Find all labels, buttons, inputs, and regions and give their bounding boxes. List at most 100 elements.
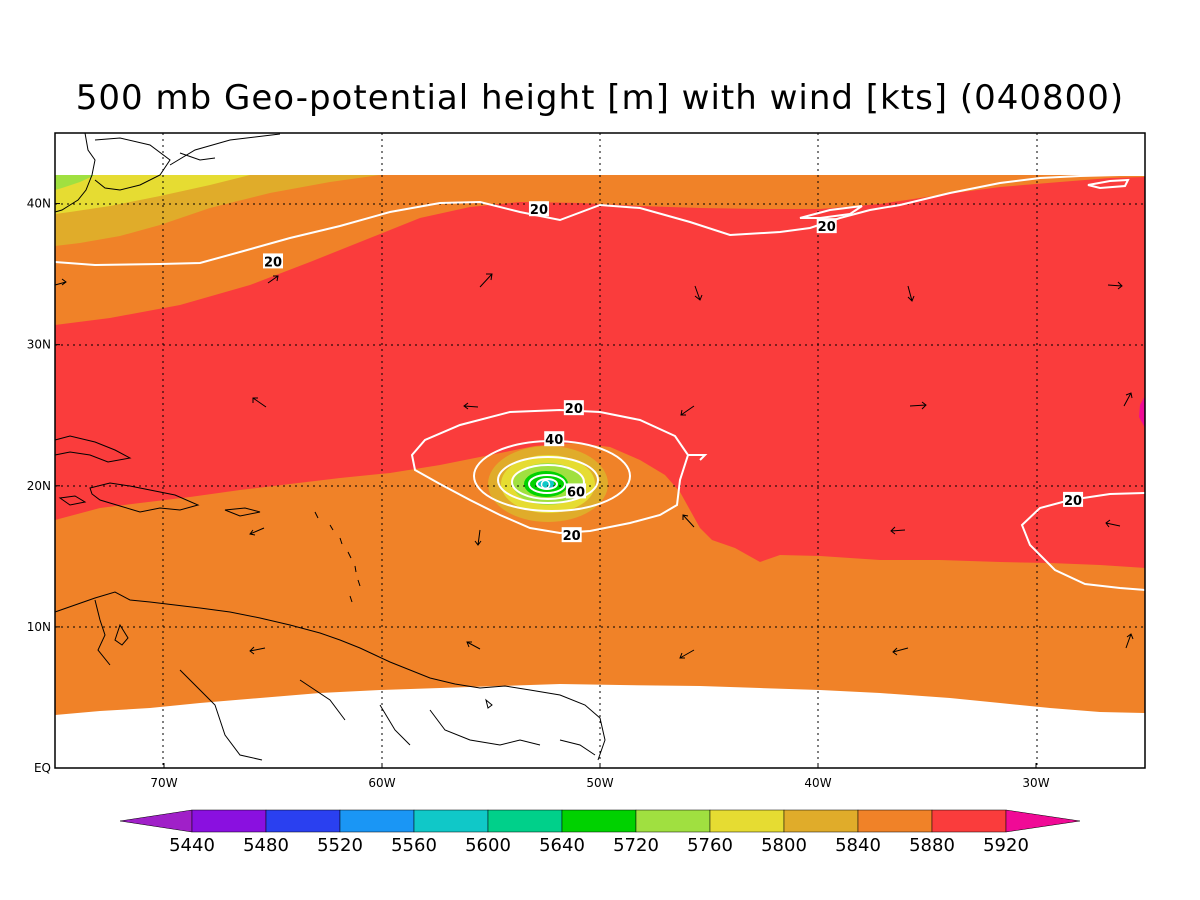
contour-label: 20 xyxy=(1064,494,1082,509)
wind-arrow xyxy=(907,285,915,302)
contour-label-bg xyxy=(566,483,587,499)
lat-tick-label: EQ xyxy=(34,761,51,775)
colorbar-bin xyxy=(857,809,933,833)
wind-contour-20kt-storm-spur xyxy=(688,454,708,461)
colorbar-bin xyxy=(561,809,637,833)
contour-label-bg xyxy=(263,253,283,269)
colorbar-label: 5480 xyxy=(243,835,289,856)
contour-label-bg xyxy=(528,201,549,217)
wind-arrow xyxy=(1123,392,1133,407)
coast-north-america xyxy=(54,132,281,213)
wind-arrow xyxy=(909,401,927,410)
wind-contour-60kt-outer xyxy=(497,456,599,504)
colorbar-label: 5640 xyxy=(539,835,585,856)
wind-arrow xyxy=(890,526,906,535)
lat-tick-label: 40N xyxy=(27,197,51,211)
wind-arrow xyxy=(682,514,695,528)
wind-arrow xyxy=(474,529,482,546)
wind-contour-labels: 20 20 20 20 40 60 20 20 xyxy=(263,201,1084,544)
wind-contour-core-2 xyxy=(536,478,558,490)
contour-label-bg xyxy=(1063,491,1084,507)
colorbar: 5440 5480 5520 5560 5600 5640 5720 5760 5800 5840… xyxy=(119,809,1081,856)
wind-arrow xyxy=(54,278,67,286)
wind-contours xyxy=(54,174,1146,591)
colorbar-label: 5840 xyxy=(835,835,881,856)
contour-label: 20 xyxy=(818,220,836,235)
colorbar-bin xyxy=(265,809,341,833)
wind-arrow xyxy=(694,285,703,301)
contour-label-bg xyxy=(561,527,582,543)
wind-arrow xyxy=(680,405,695,416)
colorbar-underflow-arrow xyxy=(119,809,193,833)
colorbar-label: 5920 xyxy=(983,835,1029,856)
lat-tick-label: 20N xyxy=(27,479,51,493)
coast-puerto-rico xyxy=(224,507,261,517)
wind-arrow xyxy=(252,397,267,408)
contour-label-bg xyxy=(816,218,837,234)
colorbar-bin xyxy=(487,809,563,833)
colorbar-bin xyxy=(635,809,711,833)
colorbar-label: 5560 xyxy=(391,835,437,856)
colorbar-bin xyxy=(191,809,267,833)
colorbar-label: 5720 xyxy=(613,835,659,856)
wind-vectors xyxy=(54,273,1134,659)
colorbar-bin xyxy=(413,809,489,833)
colorbar-label: 5520 xyxy=(317,835,363,856)
colorbar-label: 5600 xyxy=(465,835,511,856)
wind-arrow xyxy=(1105,519,1121,528)
coast-south-america xyxy=(54,591,606,761)
contour-label: 20 xyxy=(264,255,282,270)
wind-arrow xyxy=(679,649,695,659)
axis-ticks: 70W 60W 50W 40W 30W EQ 10N 20N 30N 40N xyxy=(27,197,1050,790)
lat-tick-label: 10N xyxy=(27,620,51,634)
lon-tick-label: 60W xyxy=(368,776,395,790)
lon-tick-label: 70W xyxy=(150,776,177,790)
contour-label-bg xyxy=(544,431,565,447)
storm-center-marker xyxy=(540,479,551,490)
lat-tick-label: 30N xyxy=(27,338,51,352)
wind-arrow xyxy=(1107,281,1123,290)
contour-label: 20 xyxy=(565,402,583,417)
wind-contour-20kt-mid-loop xyxy=(799,205,863,219)
fill-5720-band xyxy=(55,175,95,190)
wind-contour-20kt-north xyxy=(54,174,1145,267)
wind-arrow xyxy=(463,402,479,410)
colorbar-label: 5800 xyxy=(761,835,807,856)
contour-label-bg xyxy=(563,400,584,416)
page-title: 500 mb Geo-potential height [m] with win… xyxy=(75,78,1125,118)
wind-contour-20kt-ne-loop xyxy=(1087,178,1130,190)
lon-tick-label: 30W xyxy=(1022,776,1049,790)
fill-5880-band xyxy=(55,177,1145,568)
colorbar-label: 5760 xyxy=(687,835,733,856)
coast-cuba xyxy=(54,435,132,463)
contour-label: 60 xyxy=(567,485,585,500)
wind-arrow xyxy=(267,275,279,284)
lat-lon-grid xyxy=(55,133,1145,768)
wind-arrow xyxy=(249,527,265,536)
colorbar-label: 5880 xyxy=(909,835,955,856)
coastlines xyxy=(54,132,606,761)
coast-hispaniola xyxy=(89,482,200,513)
wind-arrow xyxy=(249,646,266,655)
wind-contour-20kt-storm xyxy=(410,408,690,535)
wind-contour-60kt-inner xyxy=(511,464,585,500)
contour-label: 20 xyxy=(563,529,581,544)
colorbar-overflow-arrow xyxy=(1005,809,1081,833)
contour-label: 20 xyxy=(530,203,548,218)
colorbar-bin xyxy=(709,809,785,833)
wind-arrow xyxy=(1125,633,1134,649)
colorbar-bin xyxy=(339,809,415,833)
wind-contour-20kt-east xyxy=(1020,492,1146,591)
wind-arrow xyxy=(892,647,909,656)
wind-arrow xyxy=(479,273,493,288)
coast-jamaica xyxy=(58,495,87,506)
lon-tick-label: 50W xyxy=(586,776,613,790)
contour-label: 40 xyxy=(545,433,563,448)
colorbar-bin xyxy=(783,809,859,833)
fill-5920-patch xyxy=(1139,396,1145,428)
colorbar-label: 5440 xyxy=(169,835,215,856)
lon-tick-label: 40W xyxy=(804,776,831,790)
wind-contour-core-1 xyxy=(528,474,566,494)
wind-arrow xyxy=(466,641,481,650)
